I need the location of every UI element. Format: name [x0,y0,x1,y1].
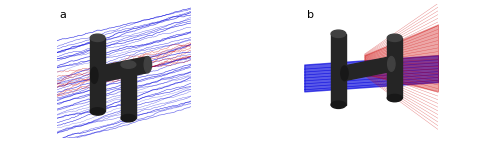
Text: a: a [60,10,66,20]
Ellipse shape [144,57,152,73]
Ellipse shape [121,61,136,68]
Ellipse shape [388,94,402,102]
Ellipse shape [341,66,348,81]
Polygon shape [344,57,392,81]
Ellipse shape [331,101,346,108]
Ellipse shape [90,34,105,41]
Text: b: b [307,10,314,20]
Polygon shape [90,38,105,111]
Ellipse shape [121,114,136,122]
Ellipse shape [388,34,402,41]
Ellipse shape [90,108,105,115]
Polygon shape [388,38,402,98]
Polygon shape [121,65,136,118]
Polygon shape [331,34,346,105]
Ellipse shape [331,30,346,37]
Polygon shape [94,57,148,83]
Ellipse shape [388,57,395,71]
Ellipse shape [90,67,98,83]
